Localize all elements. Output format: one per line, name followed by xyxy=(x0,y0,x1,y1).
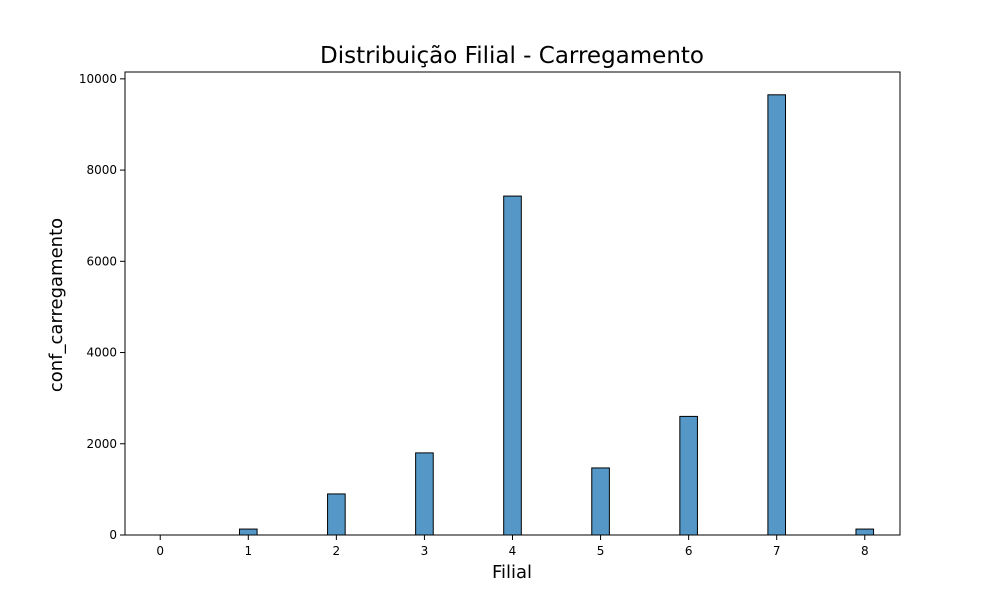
bar-filial-4 xyxy=(503,195,522,536)
x-tick-label: 0 xyxy=(156,544,164,558)
x-axis-ticks: 0 1 2 3 4 5 6 7 8 xyxy=(156,535,869,558)
y-tick-label: 8000 xyxy=(86,163,117,177)
bar-filial-2 xyxy=(327,493,346,536)
plot-frame xyxy=(124,71,901,536)
y-tick-label: 0 xyxy=(109,528,117,542)
x-tick-label: 6 xyxy=(685,544,693,558)
bars-group xyxy=(238,94,875,536)
x-tick-label: 5 xyxy=(597,544,605,558)
bar-filial-6 xyxy=(679,415,698,536)
bar-filial-7 xyxy=(767,94,787,536)
y-axis-ticks: 0 2000 4000 6000 8000 10000 xyxy=(79,72,125,542)
y-tick-label: 4000 xyxy=(86,346,117,360)
x-tick-label: 2 xyxy=(333,544,341,558)
x-tick-label: 7 xyxy=(773,544,781,558)
x-tick-label: 3 xyxy=(421,544,429,558)
x-axis-label: Filial xyxy=(492,562,532,583)
bar-filial-1 xyxy=(238,528,258,536)
y-tick-label: 6000 xyxy=(86,254,117,268)
y-tick-label: 2000 xyxy=(86,437,117,451)
x-tick-label: 8 xyxy=(861,544,869,558)
chart-title: Distribuição Filial - Carregamento xyxy=(320,43,704,69)
y-tick-label: 10000 xyxy=(79,72,117,86)
bar-filial-8 xyxy=(855,528,875,536)
bar-filial-3 xyxy=(415,452,434,536)
x-tick-label: 1 xyxy=(244,544,252,558)
bar-filial-5 xyxy=(591,467,610,536)
x-tick-label: 4 xyxy=(509,544,517,558)
y-axis-label: conf_carregamento xyxy=(46,218,67,392)
